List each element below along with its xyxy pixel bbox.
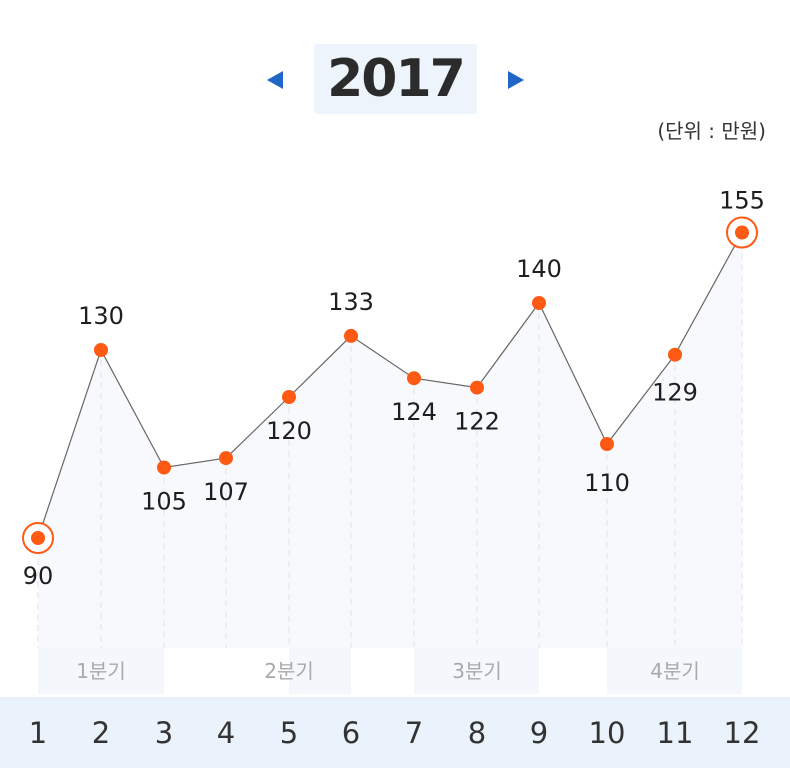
data-point[interactable] <box>470 380 484 395</box>
quarter-band <box>38 648 164 694</box>
data-point[interactable] <box>94 343 108 357</box>
x-tick-label: 10 <box>589 716 626 750</box>
x-tick-label: 7 <box>405 716 423 750</box>
x-tick-label: 9 <box>530 716 548 750</box>
x-tick-label: 12 <box>724 716 761 750</box>
triangle-right-icon[interactable] <box>508 71 524 89</box>
data-label: 90 <box>23 562 54 590</box>
data-label: 130 <box>78 302 124 330</box>
data-label: 140 <box>516 255 562 283</box>
data-label: 133 <box>328 288 374 316</box>
quarter-label: 3분기 <box>452 659 502 683</box>
data-point[interactable] <box>31 531 45 545</box>
quarter-label: 4분기 <box>650 659 700 683</box>
data-label: 105 <box>141 488 187 516</box>
data-label: 155 <box>719 187 765 215</box>
data-point[interactable] <box>600 437 614 451</box>
data-point[interactable] <box>407 371 421 386</box>
data-label: 129 <box>652 379 698 407</box>
year-title: 2017 <box>314 44 477 114</box>
quarter-band <box>607 648 742 694</box>
x-tick-label: 4 <box>217 716 235 750</box>
data-label: 124 <box>391 398 437 426</box>
data-label: 120 <box>266 417 312 445</box>
data-point[interactable] <box>344 328 358 343</box>
x-tick-label: 8 <box>468 716 486 750</box>
quarter-label: 1분기 <box>76 659 126 683</box>
year-navigator: 2017 <box>0 44 790 116</box>
data-label: 122 <box>454 408 500 436</box>
quarter-label: 2분기 <box>264 659 314 683</box>
data-point[interactable] <box>282 390 296 404</box>
data-point[interactable] <box>735 225 749 240</box>
x-tick-label: 1 <box>29 716 47 750</box>
month-axis-bar <box>0 697 790 768</box>
data-label: 110 <box>584 469 630 497</box>
triangle-left-icon[interactable] <box>267 71 283 89</box>
data-point[interactable] <box>157 460 171 475</box>
data-point[interactable] <box>532 296 546 310</box>
data-point[interactable] <box>219 451 233 466</box>
quarter-band <box>414 648 539 694</box>
x-tick-label: 11 <box>657 716 694 750</box>
series-line <box>37 232 743 539</box>
area-fill <box>38 232 742 648</box>
unit-label: (단위 : 만원) <box>657 119 766 143</box>
x-tick-label: 3 <box>155 716 173 750</box>
x-tick-label: 2 <box>92 716 110 750</box>
data-point[interactable] <box>668 347 682 362</box>
x-tick-label: 5 <box>280 716 298 750</box>
x-tick-label: 6 <box>342 716 360 750</box>
data-label: 107 <box>203 478 249 506</box>
quarter-band <box>289 648 351 694</box>
